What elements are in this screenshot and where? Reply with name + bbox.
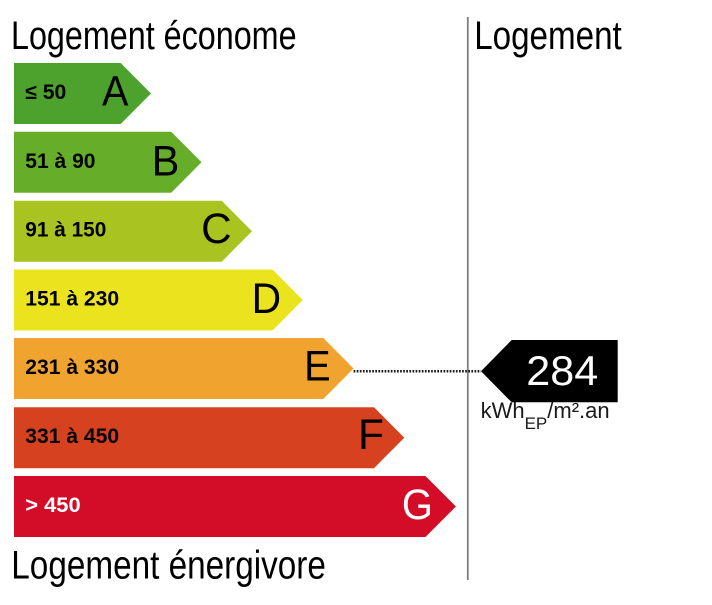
svg-text:91 à 150: 91 à 150 [25, 219, 106, 242]
svg-text:Logement économe: Logement économe [11, 13, 297, 58]
svg-text:D: D [252, 276, 282, 323]
svg-text:F: F [358, 412, 384, 459]
svg-text:151 à 230: 151 à 230 [25, 288, 119, 311]
svg-text:C: C [201, 206, 232, 253]
svg-text:G: G [402, 482, 433, 529]
svg-text:≤ 50: ≤ 50 [25, 81, 66, 104]
svg-text:A: A [102, 68, 129, 115]
svg-text:Logement: Logement [474, 13, 622, 57]
svg-text:284: 284 [526, 347, 598, 394]
svg-text:51 à 90: 51 à 90 [25, 150, 95, 173]
svg-text:E: E [304, 344, 331, 391]
svg-text:231 à 330: 231 à 330 [25, 356, 119, 379]
svg-text:B: B [152, 138, 180, 185]
svg-text:> 450: > 450 [25, 494, 80, 517]
svg-text:Logement énergivore: Logement énergivore [11, 543, 326, 587]
svg-text:331 à 450: 331 à 450 [25, 425, 119, 448]
